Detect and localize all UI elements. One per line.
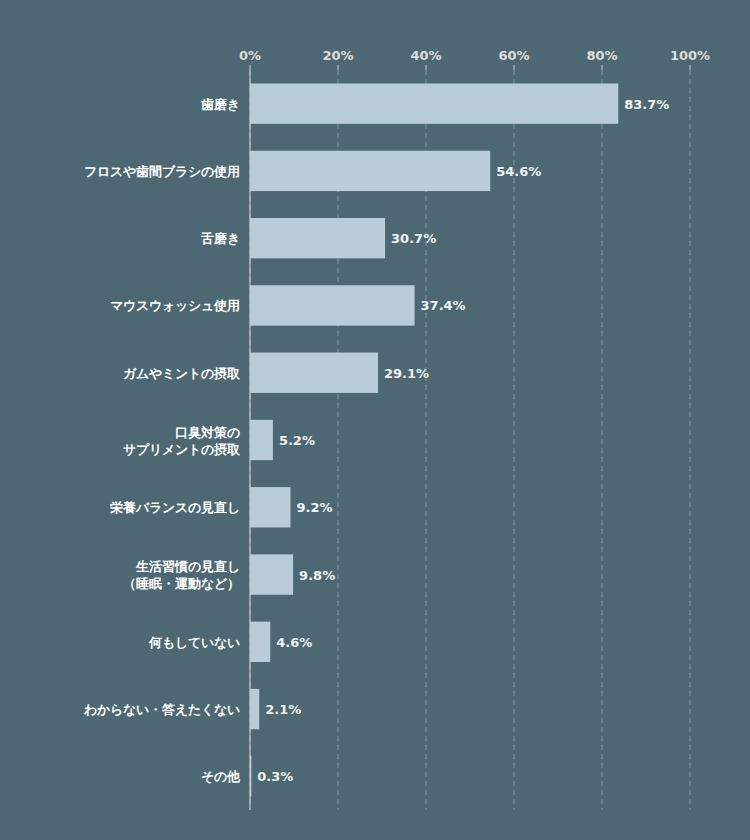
data-label: 37.4% (421, 298, 466, 313)
category-label: 栄養バランスの見直し (110, 500, 240, 515)
category-label: マウスウォッシュ使用 (110, 298, 240, 313)
data-label: 2.1% (265, 702, 301, 717)
bar (250, 487, 290, 527)
tick-mark (690, 65, 691, 70)
bar (250, 151, 490, 191)
y-axis: 歯磨きフロスや歯間ブラシの使用舌磨きマウスウォッシュ使用ガムやミントの摂取口臭対… (83, 97, 241, 785)
data-label: 29.1% (384, 366, 429, 381)
bar (250, 218, 385, 258)
tick-mark (250, 65, 251, 70)
tick-mark (426, 65, 427, 70)
data-label: 83.7% (624, 97, 669, 112)
category-label: 何もしていない (148, 635, 240, 650)
data-label: 4.6% (276, 635, 312, 650)
bar (250, 353, 378, 393)
bar (250, 554, 293, 594)
bar (250, 285, 415, 325)
bar (250, 83, 618, 123)
chart: 0% 20% 40% 60% 80% 100% 歯磨きフロスや歯間ブラシの使用舌磨きマウスウ… (0, 0, 750, 840)
axis-line (249, 70, 250, 810)
grid-line (690, 70, 691, 810)
data-label: 5.2% (279, 433, 315, 448)
data-label: 0.3% (257, 769, 293, 784)
data-label: 30.7% (391, 231, 436, 246)
category-label: 舌磨き (200, 231, 240, 246)
tick-mark (514, 65, 515, 70)
bars (250, 83, 618, 796)
data-label: 9.8% (299, 568, 335, 583)
category-label: 口臭対策のサプリメントの摂取 (123, 425, 241, 457)
data-labels: 83.7% 54.6% 30.7% 37.4% 29.1% 5.2% 9.2% 9.8% 4.6… (257, 97, 669, 785)
grid-line (514, 70, 515, 810)
grid-line (602, 70, 603, 810)
category-label: わからない・答えたくない (83, 702, 240, 717)
tick-label: 100% (670, 48, 710, 63)
tick-label: 20% (322, 48, 353, 63)
bar (250, 420, 273, 460)
tick-label: 40% (410, 48, 441, 63)
category-label: フロスや歯間ブラシの使用 (84, 164, 240, 179)
tick-mark (602, 65, 603, 70)
background (0, 0, 750, 840)
x-axis: 0% 20% 40% 60% 80% 100% (239, 48, 710, 810)
tick-label: 0% (239, 48, 261, 63)
category-label: ガムやミントの摂取 (123, 366, 241, 381)
data-label: 54.6% (496, 164, 541, 179)
grid-line (250, 70, 251, 810)
tick-label: 80% (586, 48, 617, 63)
category-label: 歯磨き (200, 97, 240, 112)
category-label: 生活習慣の見直し（睡眠・運動など） (123, 559, 240, 591)
bar (250, 689, 259, 729)
tick-label: 60% (498, 48, 529, 63)
tick-mark (338, 65, 339, 70)
category-label: その他 (201, 769, 241, 784)
data-label: 9.2% (296, 500, 332, 515)
bar (250, 622, 270, 662)
